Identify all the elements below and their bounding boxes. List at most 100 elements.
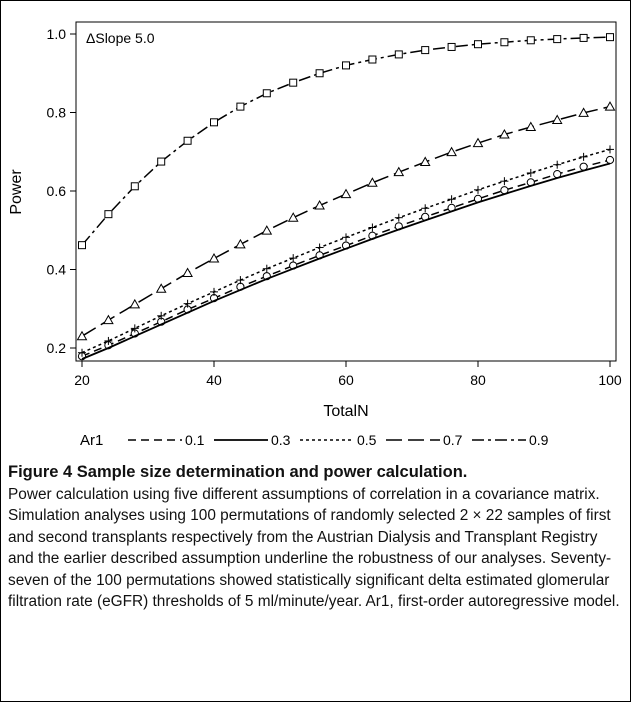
plus-marker: [236, 276, 245, 285]
series-line: [81, 162, 611, 360]
series-line: [81, 105, 611, 337]
square-marker: [104, 210, 113, 219]
caption-body: Power calculation using five different a…: [8, 485, 620, 611]
triangle-marker: [129, 298, 141, 309]
y-tick-label: 0.6: [47, 183, 67, 199]
plus-marker: [447, 195, 456, 204]
square-marker: [553, 35, 562, 44]
legend-label: 0.5: [357, 432, 377, 448]
legend-label: 0.7: [443, 432, 463, 448]
x-tick-label: 100: [598, 372, 622, 388]
x-tick-label: 80: [470, 372, 486, 388]
triangle-marker: [367, 177, 378, 187]
legend-item-0-7: 0.7: [386, 432, 463, 448]
plus-marker: [421, 204, 430, 213]
square-marker: [474, 40, 482, 49]
triangle-marker: [525, 121, 537, 132]
series-0-9: [78, 33, 614, 250]
legend-item-0-9: 0.9: [472, 432, 549, 448]
plus-marker: [104, 336, 113, 345]
triangle-marker: [182, 267, 193, 278]
square-marker: [183, 136, 192, 145]
square-marker: [315, 69, 324, 78]
square-marker: [394, 50, 403, 59]
square-marker: [289, 78, 298, 87]
circle-marker: [605, 155, 615, 165]
triangle-marker: [103, 314, 114, 325]
legend-label: 0.9: [529, 432, 549, 448]
power-line-chart: 20 40 60 80 100 0.2 0.4 0.6 0.8 1.0 ΔSlope 5.0 To…: [8, 21, 622, 449]
square-marker: [368, 55, 377, 64]
square-marker: [236, 102, 245, 111]
plus-marker: [130, 324, 139, 333]
series-0-3: [81, 162, 611, 360]
y-tick-label: 0.8: [47, 105, 67, 121]
series-group: [76, 33, 616, 361]
legend-item-0-5: 0.5: [300, 432, 377, 448]
square-marker: [447, 42, 456, 51]
square-marker: [342, 61, 350, 70]
triangle-marker: [155, 283, 167, 293]
square-marker: [606, 33, 614, 42]
triangle-marker: [604, 101, 616, 111]
legend: Ar1 0.1 0.3 0.5 0.7 0.9: [80, 432, 549, 449]
plus-marker: [394, 213, 403, 222]
plus-marker: [606, 145, 614, 154]
square-marker: [130, 182, 139, 191]
series-0-7: [76, 101, 616, 341]
triangle-marker: [287, 212, 299, 222]
y-tick-label: 0.4: [47, 262, 67, 278]
y-tick-label: 1.0: [47, 26, 67, 42]
y-axis-title: Power: [8, 169, 25, 215]
plus-marker: [526, 168, 535, 177]
plus-marker: [579, 152, 588, 161]
plus-marker: [183, 299, 192, 308]
triangle-marker: [446, 146, 457, 157]
plus-marker: [210, 287, 218, 296]
x-axis-title: TotalN: [323, 403, 368, 420]
legend-title: Ar1: [80, 432, 103, 449]
triangle-marker: [235, 238, 246, 249]
triangle-marker: [208, 252, 220, 263]
triangle-marker: [340, 188, 352, 199]
plus-marker: [553, 160, 562, 169]
square-marker: [421, 46, 430, 55]
legend-item-0-1: 0.1: [128, 432, 205, 448]
triangle-marker: [261, 225, 273, 235]
x-tick-label: 60: [338, 372, 354, 388]
legend-label: 0.1: [185, 432, 205, 448]
plus-marker: [157, 311, 166, 320]
series-0-1: [77, 155, 615, 361]
plus-marker: [474, 185, 482, 194]
square-marker: [579, 33, 588, 42]
plus-marker: [315, 243, 324, 252]
legend-label: 0.3: [271, 432, 291, 448]
triangle-marker: [499, 128, 510, 139]
triangle-marker: [578, 107, 589, 117]
figure-caption: Figure 4 Sample size determination and p…: [8, 462, 620, 613]
plus-marker: [368, 223, 377, 232]
square-marker: [78, 241, 86, 250]
axis-ticks: 20 40 60 80 100 0.2 0.4 0.6 0.8 1.0: [47, 26, 622, 388]
triangle-marker: [472, 137, 484, 148]
plus-marker: [342, 233, 350, 242]
square-marker: [157, 157, 166, 166]
plus-marker: [500, 177, 509, 186]
slope-annotation: ΔSlope 5.0: [86, 30, 155, 46]
legend-item-0-3: 0.3: [214, 432, 291, 448]
square-marker: [526, 36, 535, 45]
x-tick-label: 20: [74, 372, 90, 388]
triangle-marker: [76, 330, 88, 341]
caption-title: Figure 4 Sample size determination and p…: [8, 463, 468, 481]
square-marker: [500, 38, 509, 47]
triangle-marker: [419, 156, 431, 166]
square-marker: [210, 118, 218, 127]
triangle-marker: [314, 200, 325, 210]
triangle-marker: [393, 166, 405, 177]
y-tick-label: 0.2: [47, 340, 67, 356]
plus-marker: [78, 348, 86, 357]
triangle-marker: [551, 114, 563, 124]
plus-marker: [262, 264, 271, 273]
plus-marker: [289, 254, 298, 263]
